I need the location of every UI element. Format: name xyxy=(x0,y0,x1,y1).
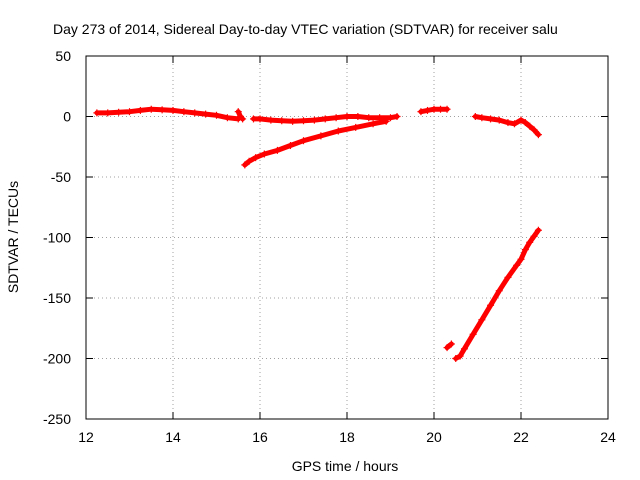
data-point xyxy=(260,150,268,158)
data-point xyxy=(278,117,286,125)
data-point xyxy=(317,132,325,140)
data-point xyxy=(343,113,351,120)
data-point xyxy=(300,137,307,145)
data-point xyxy=(104,109,112,117)
y-tick-label: -100 xyxy=(43,230,71,246)
data-series xyxy=(93,105,542,362)
data-point xyxy=(136,106,144,114)
data-point xyxy=(241,161,249,169)
data-point xyxy=(447,340,455,348)
data-point xyxy=(369,120,377,128)
data-point xyxy=(417,108,425,116)
data-point xyxy=(147,105,155,113)
data-point xyxy=(245,157,253,165)
data-point xyxy=(487,115,495,123)
chart-title: Day 273 of 2014, Sidereal Day-to-day VTE… xyxy=(53,21,558,37)
x-axis-label: GPS time / hours xyxy=(292,458,399,474)
data-point xyxy=(504,119,512,127)
data-point xyxy=(478,316,486,324)
data-point xyxy=(310,116,318,124)
data-point xyxy=(526,122,534,130)
data-point xyxy=(256,115,264,123)
x-axis: 12 14 16 18 20 22 24 xyxy=(78,56,616,445)
x-tick-label: 24 xyxy=(600,429,616,445)
data-point xyxy=(334,127,342,135)
data-point xyxy=(273,146,281,154)
data-point xyxy=(510,120,518,128)
data-point xyxy=(354,113,362,120)
data-point xyxy=(202,110,210,118)
series-trace xyxy=(472,114,541,138)
data-point xyxy=(517,116,525,124)
x-tick-label: 20 xyxy=(426,429,442,445)
series-trace xyxy=(444,341,454,351)
data-point xyxy=(487,301,495,309)
data-point xyxy=(158,106,166,114)
data-point xyxy=(460,345,468,353)
data-point xyxy=(530,126,538,134)
data-point xyxy=(286,142,294,150)
data-point xyxy=(526,238,534,246)
data-point xyxy=(267,116,275,124)
data-point xyxy=(456,352,464,360)
data-point xyxy=(517,255,525,263)
data-point xyxy=(234,108,242,116)
data-point xyxy=(376,114,384,122)
y-tick-label: -250 xyxy=(43,411,71,427)
series-trace xyxy=(453,227,541,361)
data-point xyxy=(430,105,438,113)
data-point xyxy=(495,116,503,124)
x-tick-label: 18 xyxy=(339,429,355,445)
data-point xyxy=(443,344,451,352)
data-point xyxy=(239,115,247,123)
data-point xyxy=(332,114,340,122)
data-point xyxy=(352,123,360,131)
data-point xyxy=(115,108,123,116)
data-point xyxy=(300,117,307,125)
data-point xyxy=(534,226,542,234)
x-tick-label: 14 xyxy=(165,429,181,445)
data-point xyxy=(93,109,101,117)
data-point xyxy=(169,106,177,114)
y-tick-label: -150 xyxy=(43,290,71,306)
data-point xyxy=(252,154,260,162)
y-tick-label: 50 xyxy=(55,48,71,64)
series-trace xyxy=(242,118,389,168)
x-tick-label: 16 xyxy=(252,429,268,445)
data-point xyxy=(423,106,431,114)
data-point xyxy=(495,287,503,295)
data-point xyxy=(249,115,257,123)
data-point xyxy=(126,108,133,116)
data-point xyxy=(387,114,394,122)
y-tick-label: -200 xyxy=(43,351,71,367)
data-point xyxy=(365,114,373,122)
data-point xyxy=(469,330,477,338)
data-point xyxy=(443,105,451,113)
data-point xyxy=(452,355,460,362)
data-point xyxy=(504,273,512,281)
x-tick-label: 22 xyxy=(513,429,529,445)
data-point xyxy=(213,111,220,119)
data-point xyxy=(521,119,529,127)
data-point xyxy=(534,131,542,139)
data-point xyxy=(180,108,188,116)
y-axis-label: SDTVAR / TECUs xyxy=(5,181,21,293)
data-point xyxy=(513,261,521,269)
data-point xyxy=(478,114,486,122)
data-point xyxy=(289,117,297,125)
data-point xyxy=(393,113,401,120)
data-point xyxy=(223,114,231,122)
data-point xyxy=(321,115,329,123)
data-point xyxy=(521,246,529,254)
y-tick-label: -50 xyxy=(51,169,71,185)
y-tick-label: 0 xyxy=(63,109,71,125)
data-point xyxy=(191,109,199,117)
y-axis: 50 0 -50 -100 -150 -200 -250 xyxy=(43,48,608,427)
x-tick-label: 12 xyxy=(78,429,94,445)
data-point xyxy=(471,113,479,120)
data-point xyxy=(530,232,538,240)
data-point xyxy=(437,105,445,113)
